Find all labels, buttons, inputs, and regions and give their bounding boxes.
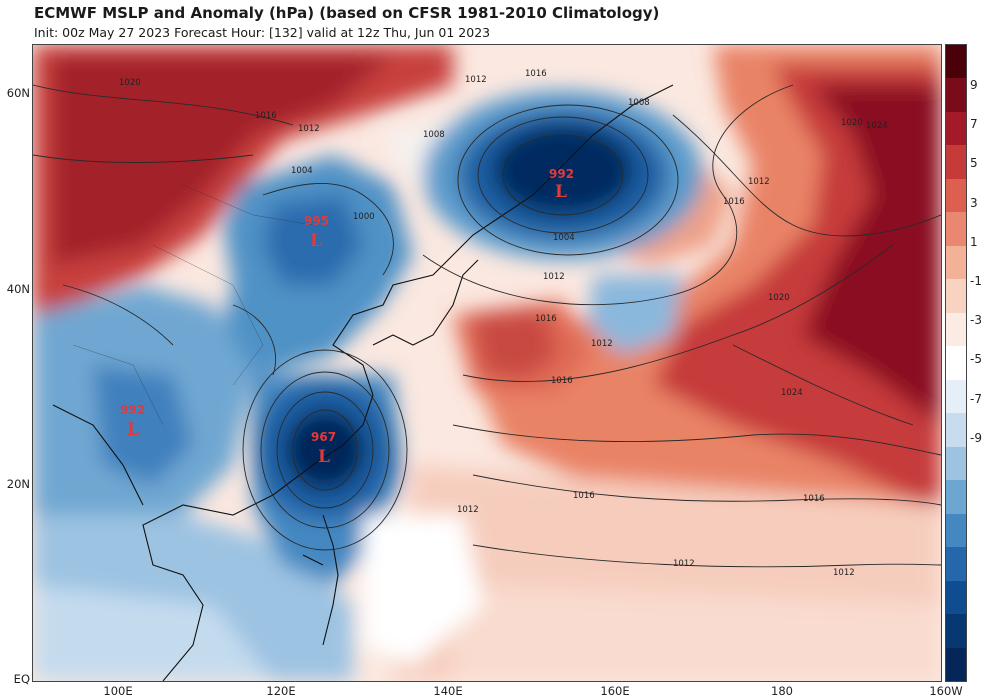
colorbar-tick-label: -5 <box>970 352 982 367</box>
isobar-label: 1004 <box>291 166 313 176</box>
colorbar-tick-label: 5 <box>970 156 978 171</box>
isobar-label: 1020 <box>119 78 141 88</box>
low-marker: L <box>310 231 322 251</box>
borders <box>72 184 314 426</box>
coastlines <box>52 84 674 681</box>
isobar-label: 1020 <box>841 118 863 128</box>
isobar-label: 1012 <box>591 339 613 349</box>
isobar-label: 1012 <box>465 75 487 85</box>
colorbar-segment <box>946 647 966 682</box>
anomaly-colorbar <box>945 44 967 682</box>
lon-label-100e: 100E <box>103 684 133 698</box>
isobar-label: 1024 <box>781 388 803 398</box>
anomaly-field <box>33 45 941 681</box>
colorbar-segment <box>946 379 966 414</box>
low-marker: L <box>127 420 139 440</box>
low-center-2: 995 L <box>304 214 329 251</box>
colorbar-segment <box>946 279 966 314</box>
isobar-label: 1012 <box>673 559 695 569</box>
colorbar-tick-label: -1 <box>970 274 982 288</box>
low-center-3: 992 L <box>120 403 145 440</box>
isobar-label: 1016 <box>573 491 595 501</box>
colorbar-segment <box>946 614 966 649</box>
low-pressure-value: 967 <box>311 430 336 444</box>
lon-label-180: 180 <box>771 684 793 698</box>
low-pressure-value: 992 <box>120 403 145 417</box>
isobar-label: 1012 <box>833 568 855 578</box>
low-pressure-value: 992 <box>549 167 574 181</box>
lat-label-60n: 60N <box>6 86 30 100</box>
isobar-label: 1016 <box>525 69 547 79</box>
colorbar-tick-label: -7 <box>970 391 982 406</box>
isobar-labels: 1020 1016 1012 1008 1004 1000 1012 1016 … <box>119 69 888 578</box>
colorbar-tick-label: 3 <box>970 195 978 210</box>
chart-subtitle: Init: 00z May 27 2023 Forecast Hour: [13… <box>34 25 491 40</box>
lat-label-eq: EQ <box>13 672 30 686</box>
isobar-label: 1012 <box>298 124 320 134</box>
colorbar-segment <box>946 547 966 582</box>
colorbar-segment <box>946 413 966 448</box>
low-marker: L <box>555 182 567 202</box>
colorbar-segment <box>946 245 966 280</box>
colorbar-segment <box>946 312 966 347</box>
colorbar-segment <box>946 78 966 113</box>
isobar-label: 1016 <box>255 111 277 121</box>
isobar-label: 1016 <box>551 376 573 386</box>
map-panel: 1020 1016 1012 1008 1004 1000 1012 1016 … <box>32 44 942 682</box>
isobar-label: 1012 <box>543 272 565 282</box>
colorbar-segment <box>946 346 966 381</box>
isobar-label: 1016 <box>803 494 825 504</box>
isobar-label: 1004 <box>553 233 575 243</box>
low-center-4: 967 L <box>311 430 336 467</box>
isobar-label: 1012 <box>457 505 479 515</box>
colorbar-tick-label: 1 <box>970 234 978 249</box>
chart-title: ECMWF MSLP and Anomaly (hPa) (based on C… <box>34 4 660 22</box>
isobar-label: 1016 <box>723 197 745 207</box>
low-pressure-value: 995 <box>304 214 329 228</box>
lon-label-160w: 160W <box>929 684 963 698</box>
colorbar-segment <box>946 178 966 213</box>
colorbar-segment <box>946 446 966 481</box>
isobar-label: 1016 <box>535 314 557 324</box>
colorbar-segment <box>946 111 966 146</box>
isobar-label: 1012 <box>748 177 770 187</box>
lon-label-140e: 140E <box>433 684 463 698</box>
colorbar-tick-label: 9 <box>970 78 978 92</box>
lat-label-40n: 40N <box>6 282 30 296</box>
isobar-label: 1008 <box>423 130 445 140</box>
colorbar-segment <box>946 45 966 79</box>
lon-label-120e: 120E <box>266 684 296 698</box>
colorbar-tick-label: -9 <box>970 430 982 445</box>
isobars <box>33 84 941 568</box>
colorbar-segment <box>946 513 966 548</box>
colorbar-tick-label: -3 <box>970 313 982 328</box>
isobar-label: 1000 <box>353 212 375 222</box>
low-center-1: 992 L <box>549 167 574 202</box>
colorbar-segment <box>946 580 966 615</box>
colorbar-segment <box>946 480 966 515</box>
low-marker: L <box>318 447 330 467</box>
isobar-label: 1008 <box>628 98 650 108</box>
colorbar-segment <box>946 212 966 247</box>
colorbar-segment <box>946 145 966 180</box>
colorbar-tick-label: 7 <box>970 117 978 132</box>
isobar-label: 1024 <box>866 121 888 131</box>
isobar-label: 1020 <box>768 293 790 303</box>
anomaly-map: 1020 1016 1012 1008 1004 1000 1012 1016 … <box>33 45 941 681</box>
lat-label-20n: 20N <box>6 477 30 491</box>
lon-label-160e: 160E <box>600 684 630 698</box>
